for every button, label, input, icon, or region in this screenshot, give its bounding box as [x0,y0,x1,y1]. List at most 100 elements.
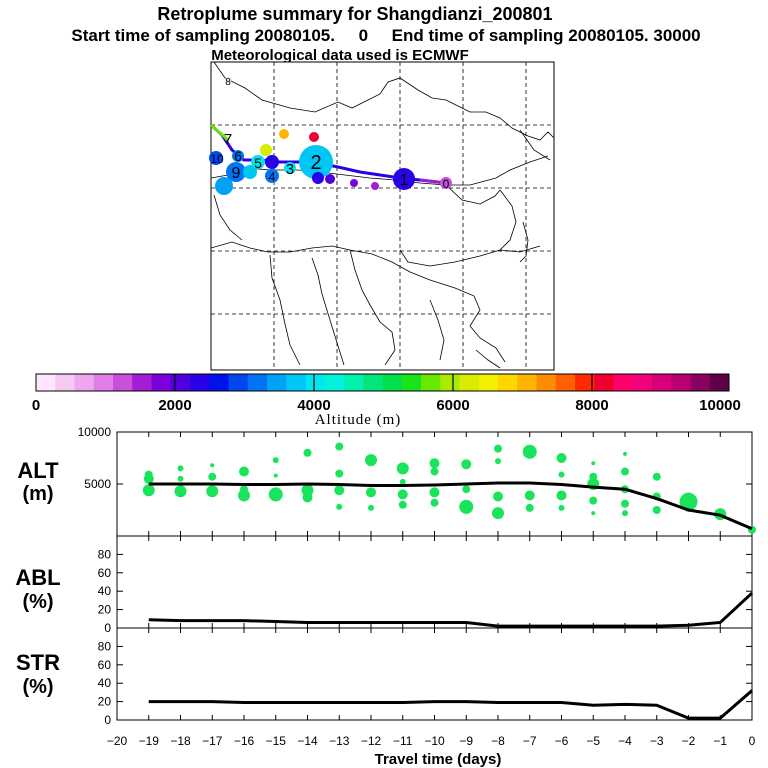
colorbar-swatch [151,374,172,391]
alt-cluster-point [621,499,629,508]
cb-tick-10000: 10000 [699,397,741,414]
alt-cluster-point [336,503,343,510]
alt-cluster-point [589,496,598,505]
x-axis-title: Travel time (days) [375,751,502,768]
str-ylabel: STR [16,650,60,675]
alt-cluster-point [272,457,279,464]
colorbar-swatch [575,374,595,391]
x-tick-label: −4 [618,734,632,748]
alt-cluster-point [522,444,537,459]
alt-cluster-point [558,504,565,511]
y-tick-label: 0 [104,713,111,727]
x-tick-label: −5 [586,734,600,748]
alt-cluster-point [558,471,565,478]
colorbar-swatch [632,374,653,391]
x-tick-label: −7 [523,734,537,748]
trajectory-map: 8 7 6 5 4 3 2 1 0 9 10 [209,61,555,371]
alt-cluster-point [335,442,344,451]
colorbar-swatch [478,374,499,391]
alt-cluster-point [524,490,535,501]
marker-1 [393,168,415,190]
alt-cluster-point [622,510,628,517]
map-label-4: 4 [269,170,276,184]
colorbar-swatch [113,374,133,391]
y-tick-label: 40 [98,676,112,690]
x-tick-label: −10 [424,734,445,748]
x-tick-label: −12 [361,734,382,748]
x-tick-label: −16 [234,734,255,748]
alt-cluster-point [143,473,154,484]
marker-8 [225,77,231,83]
x-tick-label: −9 [459,734,473,748]
abl-panel: 0 20 40 60 80 [98,535,754,635]
map-label-3: 3 [286,161,294,178]
colorbar-swatch [382,374,403,391]
marker-6b [279,129,289,139]
alt-cluster-point [459,499,474,514]
colorbar-label: Altitude (m) [315,412,402,428]
altitude-colorbar [35,373,730,392]
y-tick-label: 10000 [78,425,112,439]
colorbar-swatch [170,374,191,391]
colorbar-swatch [190,374,210,391]
alt-cluster-point [591,511,596,516]
alt-cluster-point [495,458,501,465]
marker-4d [325,174,335,184]
colorbar-swatch [536,374,557,391]
map-label-1: 1 [400,172,409,189]
alt-cluster-point [621,467,629,476]
alt-cluster-point [396,462,409,475]
colorbar-swatch [247,374,268,391]
colorbar-swatch [132,374,152,391]
map-label-6: 6 [234,148,242,164]
trajectory-markers [209,77,452,195]
alt-cluster-point [268,487,283,502]
alt-cluster-point [273,473,278,478]
x-tick-label: −15 [266,734,287,748]
alt-cluster-point [335,469,344,478]
alt-mean-line [148,481,753,531]
alt-cluster-point [591,461,596,466]
alt-cluster-point [366,487,376,498]
y-tick-label: 20 [98,695,112,709]
alt-cluster-point [365,454,377,467]
colorbar-swatch [324,374,345,391]
alt-cluster-point [142,484,155,497]
map-label-0: 0 [443,177,450,191]
marker-3b [284,162,296,174]
y-tick-label: 60 [98,658,112,672]
marker-3c [350,179,358,187]
alt-ylabel: ALT [17,458,59,483]
map-graticule [211,62,554,370]
marker-4c [312,172,324,184]
y-tick-label: 60 [98,566,112,580]
colorbar-tick-labels: 0 2000 4000 6000 8000 10000 [32,397,741,414]
marker-5b [251,155,265,169]
map-label-7: 7 [224,131,232,148]
str-yunit: (%) [22,676,53,698]
alt-cluster-point [177,465,184,472]
colorbar-swatch [613,374,634,391]
marker-2 [299,145,333,179]
x-tick-label: −14 [297,734,318,748]
figure-title: Retroplume summary for Shangdianzi_20080… [157,4,552,24]
marker-9 [226,162,246,182]
str-line [148,689,753,720]
alt-cluster-point [334,485,345,496]
alt-cluster-point [301,484,314,497]
x-tick-label: 0 [749,734,756,748]
panel-frame [116,535,753,629]
alt-cluster-point [430,467,439,476]
cb-tick-6000: 6000 [436,397,469,414]
met-subtitle: Meteorological data used is ECMWF [211,47,469,64]
colorbar-swatch [555,374,576,391]
map-label-10: 10 [210,152,224,166]
colorbar-swatch [55,374,75,391]
sampling-subtitle: Start time of sampling 20080105. 0 End t… [71,26,700,45]
alt-cluster-point [208,472,217,481]
alt-cluster-point [399,478,406,485]
colorbar-swatch [440,374,460,391]
alt-cluster-point [430,498,439,507]
map-label-2: 2 [310,152,321,174]
alt-cluster-point [492,507,504,520]
